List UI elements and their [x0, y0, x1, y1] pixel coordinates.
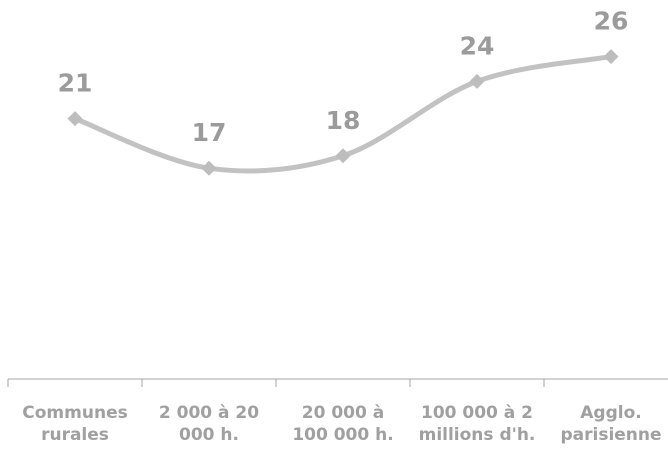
data-label: 18: [326, 106, 361, 135]
data-label: 24: [460, 31, 495, 60]
data-label: 21: [58, 69, 93, 98]
x-tick-label: rurales: [41, 425, 109, 445]
x-axis-ticks: [7, 379, 545, 387]
x-tick-label: 2 000 à 20: [159, 403, 259, 423]
x-tick-label: millions d'h.: [419, 425, 536, 445]
data-label: 26: [594, 7, 629, 36]
x-tick-label: Communes: [22, 403, 127, 423]
x-tick-label: Agglo.: [580, 403, 641, 423]
data-point-marker: [67, 111, 83, 127]
data-point-marker: [335, 148, 351, 164]
x-tick-label: parisienne: [560, 425, 661, 445]
x-tick-label: 000 h.: [179, 425, 239, 445]
data-point-marker: [201, 160, 217, 176]
data-point-marker: [603, 49, 619, 65]
x-tick-label: 100 000 h.: [292, 425, 393, 445]
x-tick-label: 20 000 à: [302, 403, 384, 423]
data-label: 17: [192, 118, 227, 147]
data-labels: 21 17 18 24 26: [58, 7, 629, 148]
series-markers: [67, 49, 619, 176]
data-point-marker: [469, 73, 485, 89]
x-tick-label: 100 000 à 2: [421, 403, 533, 423]
